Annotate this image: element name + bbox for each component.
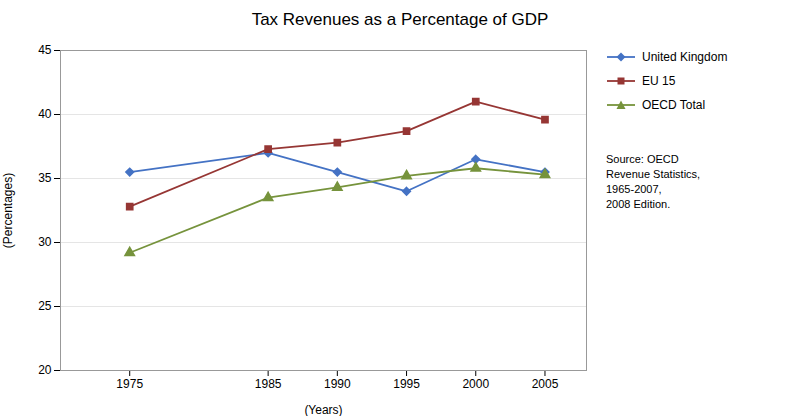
- svg-text:1975: 1975: [116, 377, 143, 391]
- svg-text:2005: 2005: [532, 377, 559, 391]
- html-text:Source: OECD Revenue Statistic: Source: OECD Revenue Statistics, 1965-20…: [606, 153, 701, 210]
- svg-text:40: 40: [38, 107, 52, 121]
- html-text:Tax Revenues as a Percentage o: Tax Revenues as a Percentage of GDP: [251, 10, 549, 29]
- svg-text:(Years): (Years): [304, 403, 342, 417]
- svg-text:35: 35: [38, 171, 52, 185]
- svg-text:1990: 1990: [324, 377, 351, 391]
- svg-text:(Percentages): (Percentages): [1, 173, 15, 248]
- svg-text:20: 20: [38, 363, 52, 377]
- svg-text:2000: 2000: [462, 377, 489, 391]
- svg-text:30: 30: [38, 235, 52, 249]
- html-text:United Kingdom: United Kingdom: [642, 50, 728, 64]
- svg-text:1995: 1995: [393, 377, 420, 391]
- html-text:EU 15: EU 15: [642, 74, 676, 88]
- html-text:OECD Total: OECD Total: [642, 98, 706, 112]
- svg-text:45: 45: [38, 43, 52, 57]
- svg-text:1985: 1985: [255, 377, 282, 391]
- svg-text:25: 25: [38, 299, 52, 313]
